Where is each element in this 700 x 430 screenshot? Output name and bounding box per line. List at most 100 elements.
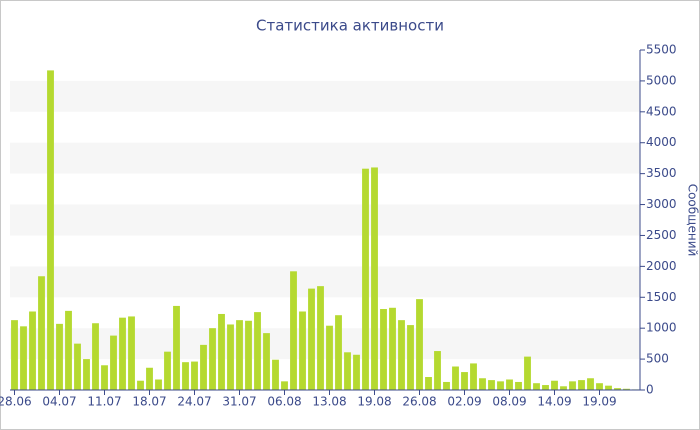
grid-band <box>10 328 640 360</box>
bar <box>560 386 567 390</box>
x-tick-label: 19.08 <box>357 395 391 409</box>
bar <box>92 323 99 390</box>
y-tick-label: 2500 <box>646 228 677 242</box>
bar <box>380 309 387 390</box>
bar <box>308 288 315 390</box>
bar <box>146 367 153 390</box>
bar <box>488 380 495 390</box>
x-tick-label: 02.09 <box>447 395 481 409</box>
grid-band <box>10 80 640 112</box>
bar <box>110 335 117 390</box>
y-tick-label: 0 <box>646 383 654 397</box>
bar <box>578 380 585 390</box>
bar <box>263 333 270 390</box>
bar <box>344 352 351 390</box>
bar <box>182 362 189 390</box>
y-tick-label: 1000 <box>646 321 677 335</box>
bar <box>470 363 477 390</box>
bar <box>605 385 612 390</box>
x-tick-label: 31.07 <box>222 395 256 409</box>
bar <box>164 351 171 390</box>
x-tick-label: 13.08 <box>312 395 346 409</box>
bar <box>587 378 594 390</box>
bar <box>281 381 288 390</box>
bar <box>272 359 279 390</box>
bar <box>569 381 576 390</box>
bar <box>407 325 414 390</box>
bar <box>101 365 108 390</box>
y-tick-label: 5500 <box>646 43 677 57</box>
bar <box>137 380 144 390</box>
grid-band <box>10 266 640 298</box>
y-tick-label: 5000 <box>646 73 677 87</box>
bar <box>191 361 198 390</box>
bar <box>119 317 126 390</box>
grid-band <box>10 204 640 236</box>
bar <box>47 70 54 391</box>
bar <box>335 315 342 390</box>
y-tick-label: 3000 <box>646 197 677 211</box>
bar <box>416 299 423 390</box>
bar <box>128 316 135 390</box>
x-tick-label: 19.09 <box>582 395 616 409</box>
x-tick-label: 18.07 <box>132 395 166 409</box>
bar <box>317 286 324 390</box>
bar <box>254 312 261 390</box>
x-tick-label: 06.08 <box>267 395 301 409</box>
bar <box>173 305 180 390</box>
bar <box>362 168 369 390</box>
bar <box>326 325 333 390</box>
y-axis-label: Сообщений <box>686 184 700 257</box>
bar <box>596 383 603 390</box>
bar <box>479 378 486 390</box>
x-tick-label: 24.07 <box>177 395 211 409</box>
bar <box>353 354 360 390</box>
bar <box>497 381 504 390</box>
bar <box>218 313 225 390</box>
bar <box>83 359 90 390</box>
bar <box>623 388 630 390</box>
bar <box>542 385 549 390</box>
bar <box>533 383 540 390</box>
x-tick-label: 14.09 <box>537 395 571 409</box>
y-tick-label: 2000 <box>646 259 677 273</box>
bar <box>425 377 432 390</box>
bar <box>29 311 36 390</box>
bar <box>227 324 234 390</box>
bar <box>398 320 405 390</box>
chart-title: Статистика активности <box>256 17 444 35</box>
x-tick-label: 28.06 <box>0 395 32 409</box>
bar <box>155 379 162 390</box>
bar <box>614 388 621 390</box>
bar <box>371 167 378 390</box>
y-tick-label: 4500 <box>646 104 677 118</box>
bar <box>209 328 216 390</box>
x-tick-label: 26.08 <box>402 395 436 409</box>
bar <box>65 310 72 390</box>
bar <box>506 379 513 390</box>
bar <box>11 320 18 390</box>
bar <box>452 366 459 390</box>
y-tick-label: 3500 <box>646 166 677 180</box>
bar <box>200 344 207 390</box>
x-tick-label: 11.07 <box>87 395 121 409</box>
bar <box>461 372 468 390</box>
bar <box>515 381 522 390</box>
bar <box>524 356 531 390</box>
y-tick-label: 500 <box>646 352 669 366</box>
bar <box>443 381 450 390</box>
bar <box>74 343 81 390</box>
x-tick-label: 04.07 <box>42 395 76 409</box>
y-tick-label: 4000 <box>646 135 677 149</box>
bar <box>299 311 306 390</box>
bar <box>551 380 558 390</box>
bar <box>434 351 441 390</box>
y-tick-label: 1500 <box>646 290 677 304</box>
bar <box>290 271 297 390</box>
bar <box>20 326 27 390</box>
bar <box>56 323 63 390</box>
bar <box>38 276 45 390</box>
x-tick-label: 08.09 <box>492 395 526 409</box>
